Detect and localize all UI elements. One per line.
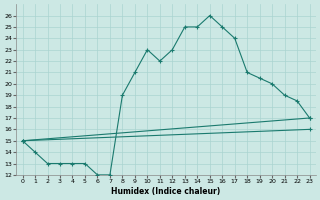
- X-axis label: Humidex (Indice chaleur): Humidex (Indice chaleur): [111, 187, 221, 196]
